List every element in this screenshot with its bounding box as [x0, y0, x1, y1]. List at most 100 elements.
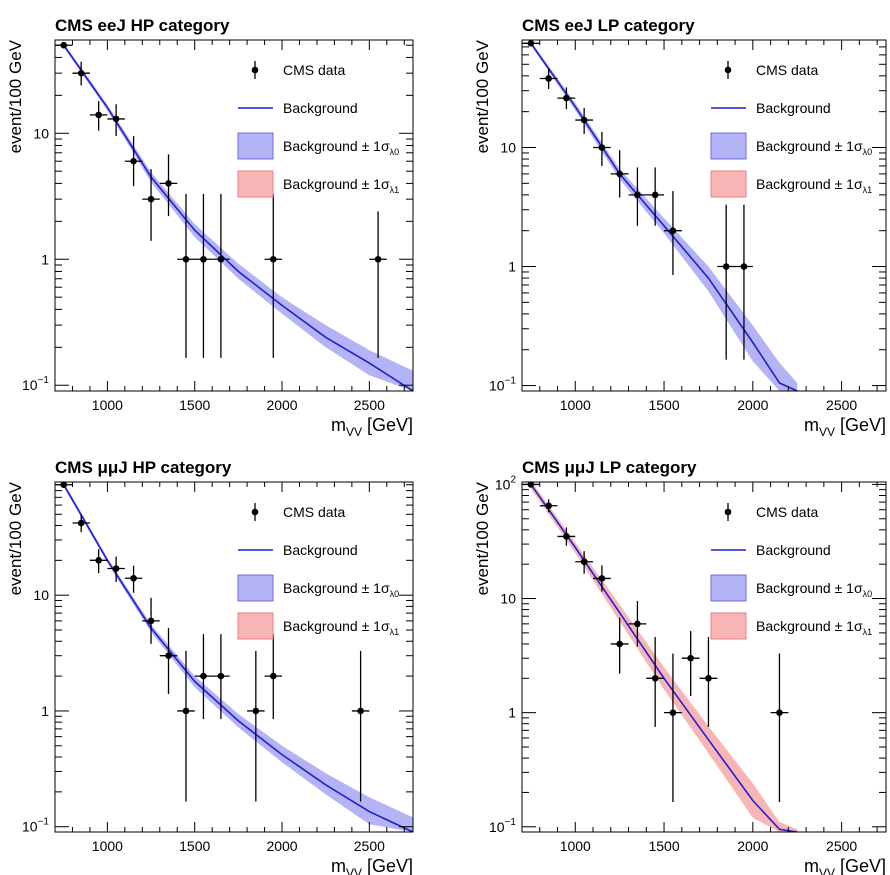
- legend-data-label: CMS data: [283, 504, 345, 520]
- x-axis-label-sub: VV: [819, 866, 835, 875]
- data-point: [142, 169, 160, 241]
- y-tick-label: 10−1: [22, 817, 49, 835]
- x-tick-label: 2500: [826, 838, 857, 854]
- y-tick-label-base: 1: [508, 705, 516, 721]
- data-point-marker: [705, 675, 712, 682]
- chart-title: CMS μμJ LP category: [522, 458, 697, 477]
- data-point: [770, 653, 789, 802]
- background-curve: [63, 44, 413, 391]
- legend-band0-label: Background ± 1σλ0: [756, 138, 872, 157]
- data-point-marker: [722, 263, 730, 270]
- x-axis-label-main: m: [331, 856, 346, 875]
- data-point: [107, 556, 125, 582]
- legend-data-marker: [251, 508, 259, 516]
- plot-area: [522, 40, 798, 391]
- data-point-marker: [165, 180, 172, 187]
- legend-band1-sub: λ1: [863, 627, 873, 637]
- y-tick-label: 10−1: [489, 817, 516, 835]
- chart-panel-3: CMS μμJ HP category event/100 GeV mVV [GeV…: [6, 458, 414, 875]
- legend-band1-label: Background ± 1σλ1: [283, 176, 399, 195]
- x-axis-label-main: m: [804, 856, 819, 875]
- data-point-marker: [130, 574, 137, 582]
- data-point: [89, 549, 108, 574]
- data-point-marker: [95, 111, 102, 119]
- data-point: [664, 191, 682, 275]
- y-tick-label-exp: −1: [38, 817, 50, 828]
- legend-band0-sub: λ0: [390, 589, 400, 599]
- data-point: [124, 565, 143, 593]
- plot-frame: [54, 39, 414, 392]
- legend-band1-main: Background ± 1σ: [283, 176, 390, 192]
- legend-band1-label: Background ± 1σλ1: [283, 618, 399, 637]
- legend-band0-label: Background ± 1σλ0: [283, 138, 399, 157]
- data-point: [369, 211, 387, 358]
- data-point-marker: [200, 255, 207, 263]
- x-tick-label: 2500: [354, 838, 385, 854]
- legend-data-marker: [251, 66, 259, 74]
- data-point: [159, 628, 178, 695]
- x-axis-label-unit: [GeV]: [835, 856, 886, 875]
- legend-band1-swatch: [237, 612, 274, 640]
- data-point-marker: [634, 620, 641, 628]
- data-point-marker: [269, 255, 277, 263]
- data-point: [89, 101, 108, 131]
- x-tick-label: 1500: [179, 838, 210, 854]
- legend-band1-swatch: [710, 170, 747, 198]
- data-point-marker: [252, 707, 260, 715]
- data-point-marker: [527, 40, 535, 47]
- legend-band0-label: Background ± 1σλ0: [756, 580, 872, 599]
- legend-background-label: Background: [756, 542, 831, 558]
- legend-data-label: CMS data: [756, 62, 818, 78]
- data-point-marker: [776, 709, 783, 716]
- data-point: [522, 40, 540, 47]
- x-axis-label: mVV [GeV]: [804, 415, 886, 439]
- data-point-marker: [357, 707, 364, 715]
- y-tick-label-base: 1: [508, 259, 516, 275]
- data-point: [107, 104, 125, 137]
- data-point: [539, 499, 558, 513]
- legend-band0-swatch: [237, 132, 274, 160]
- y-axis-label: event/100 GeV: [473, 481, 492, 595]
- band-lambda0: [63, 43, 413, 391]
- chart-title: CMS μμJ HP category: [55, 458, 232, 477]
- data-point: [247, 650, 265, 802]
- legend-band0-main: Background ± 1σ: [283, 138, 390, 154]
- chart-title: CMS eeJ LP category: [522, 16, 695, 35]
- x-axis-label: mVV [GeV]: [804, 856, 886, 875]
- legend-band0-swatch: [710, 574, 747, 602]
- data-point-marker: [95, 557, 102, 564]
- x-axis-label-main: m: [804, 415, 819, 435]
- y-tick-label-exp: −1: [505, 376, 517, 387]
- y-axis-label: event/100 GeV: [6, 39, 25, 153]
- data-point: [142, 597, 160, 644]
- data-point: [264, 193, 283, 358]
- legend-band1-main: Background ± 1σ: [756, 176, 863, 192]
- data-point-marker: [545, 502, 552, 510]
- data-point: [351, 650, 370, 802]
- data-point: [628, 601, 647, 647]
- background-curve: [63, 484, 413, 832]
- data-point: [557, 527, 576, 546]
- data-point: [212, 193, 230, 358]
- x-tick-label: 1000: [92, 838, 123, 854]
- data-point-marker: [165, 652, 172, 660]
- data-point: [212, 634, 230, 720]
- y-tick-label: 10: [500, 591, 516, 607]
- data-point-marker: [182, 255, 190, 263]
- x-axis-label: mVV [GeV]: [331, 415, 413, 439]
- data-point-marker: [60, 482, 68, 489]
- x-tick-label: 2000: [266, 397, 297, 413]
- x-axis-label-unit: [GeV]: [362, 415, 413, 435]
- y-tick-label: 1: [41, 703, 49, 719]
- data-point-marker: [634, 191, 641, 199]
- data-point: [628, 167, 647, 226]
- data-point-marker: [147, 195, 155, 203]
- legend-data-marker: [724, 66, 732, 74]
- y-tick-label-base: 10: [500, 591, 516, 607]
- data-point-marker: [687, 654, 694, 662]
- data-point: [681, 630, 700, 696]
- legend-band0-sub: λ0: [390, 147, 400, 157]
- data-point-marker: [669, 709, 677, 716]
